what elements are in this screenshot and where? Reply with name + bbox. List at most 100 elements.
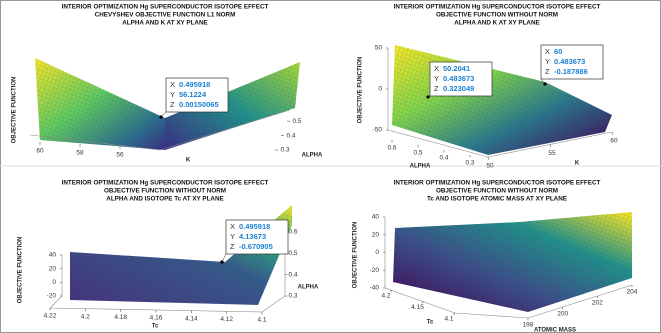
- z-axis-label: OBJECTIVE FUNCTION: [353, 222, 359, 289]
- y-tick-label: 0.4: [439, 155, 448, 162]
- datatip-point: [426, 95, 430, 99]
- x-axis-label: Tc: [152, 324, 159, 330]
- z-tick-label: -50: [373, 127, 383, 134]
- y-tick-label: 0.4: [286, 132, 295, 139]
- x-tick-label: 60: [610, 138, 618, 145]
- z-tick-label: 0: [52, 279, 56, 286]
- x-tick-label: 4.1: [257, 317, 266, 324]
- x-tick-label: 198: [523, 322, 534, 329]
- panel-title: OBJECTIVE FUNCTION WITHOUT NORM: [436, 188, 558, 195]
- y-tick-label: 0.4: [288, 271, 297, 278]
- x-tick-label: 55: [548, 150, 556, 157]
- datatip-axis: Y: [230, 232, 235, 241]
- datatip-value: 0.00150065: [179, 100, 219, 109]
- y-tick-label: 4.15: [411, 304, 424, 311]
- panel-title: ALPHA AND ISOTOPE Tc AT XY PLANE: [106, 196, 223, 203]
- x-axis-label: ATOMIC MASS: [534, 328, 576, 333]
- datatip-box: [429, 61, 493, 97]
- datatip-axis: Z: [434, 84, 439, 93]
- panel: INTERIOR OPTIMIZATION Hg SUPERCONDUCTOR …: [353, 180, 638, 333]
- z-axis-label: OBJECTIVE FUNCTION: [358, 57, 364, 124]
- y-axis-label: ALPHA: [298, 285, 319, 291]
- x-tick-label: 204: [627, 289, 638, 296]
- x-tick-label: 58: [76, 150, 84, 157]
- datatip-axis: Y: [434, 74, 439, 83]
- datatip-value: 56.1224: [179, 90, 207, 99]
- x-axis-label: K: [575, 161, 580, 167]
- x-tick-label: 4.2: [81, 313, 90, 320]
- datatip-value: -0.670905: [239, 242, 273, 251]
- x-tick-label: 56: [116, 152, 124, 159]
- y-tick-label: 0.3: [465, 160, 474, 167]
- x-tick-label: 4.22: [44, 313, 57, 320]
- datatip-value: 0.495918: [179, 80, 210, 89]
- panel-title: OBJECTIVE FUNCTION WITHOUT NORM: [104, 188, 226, 195]
- z-tick-label: 40: [49, 252, 57, 259]
- y-tick: [452, 312, 456, 316]
- datatip-axis: Z: [545, 67, 550, 76]
- z-tick-label: 40: [372, 214, 380, 221]
- panel-title: ALPHA AND K AT XY PLANE: [454, 20, 539, 27]
- panel-title: INTERIOR OPTIMIZATION Hg SUPERCONDUCTOR …: [394, 4, 601, 11]
- surface-4: [384, 212, 633, 319]
- datatip-value: 0.483673: [443, 74, 474, 83]
- panel-title: INTERIOR OPTIMIZATION Hg SUPERCONDUCTOR …: [62, 4, 269, 11]
- z-tick-label: 0: [378, 86, 382, 93]
- datatip-axis: Y: [170, 90, 175, 99]
- datatip-value: 0.483673: [554, 57, 585, 66]
- x-tick-label: 4.18: [114, 314, 127, 321]
- x-tick-label: 60: [36, 148, 44, 155]
- z-tick-label: -20: [47, 293, 57, 300]
- panel-title: CHEVYSHEV OBJECTIVE FUNCTION L1 NORM: [95, 12, 236, 19]
- x-tick: [611, 131, 613, 135]
- x-tick-label: 4.14: [185, 315, 198, 322]
- y-tick-label: 0.5: [292, 118, 301, 125]
- datatip-axis: X: [434, 64, 439, 73]
- y-tick-label: 0.6: [387, 145, 396, 152]
- datatip-box: [225, 219, 289, 255]
- y-tick: [421, 301, 424, 304]
- panel-title: INTERIOR OPTIMIZATION Hg SUPERCONDUCTOR …: [394, 180, 601, 187]
- y-tick-label: 0.5: [288, 250, 297, 257]
- datatip-value: 0.323049: [443, 84, 474, 93]
- y-axis-label: ALPHA: [410, 164, 431, 170]
- x-tick-label: 50: [486, 163, 494, 170]
- panel-title: INTERIOR OPTIMIZATION Hg SUPERCONDUCTOR …: [62, 180, 269, 187]
- x-tick-label: 200: [557, 311, 568, 318]
- y-tick-label: 4.2: [381, 293, 390, 300]
- datatip-box: [165, 77, 229, 113]
- datatip-value: 60: [554, 47, 562, 56]
- z-tick-label: -40: [370, 285, 380, 292]
- panel: INTERIOR OPTIMIZATION Hg SUPERCONDUCTOR …: [358, 4, 618, 170]
- z-axis-label: OBJECTIVE FUNCTION: [18, 237, 24, 304]
- y-tick: [389, 289, 393, 293]
- panel: INTERIOR OPTIMIZATION Hg SUPERCONDUCTOR …: [18, 180, 319, 330]
- x-axis-label: K: [186, 158, 191, 164]
- datatip-axis: X: [545, 47, 550, 56]
- x-tick-label: 202: [592, 300, 603, 307]
- x-tick: [549, 144, 551, 148]
- panel-title: OBJECTIVE FUNCTION WITHOUT NORM: [436, 12, 558, 19]
- z-tick-label: 20: [49, 265, 57, 272]
- y-tick-label: 0.3: [288, 293, 297, 300]
- y-tick-label: 4.1: [444, 316, 453, 323]
- x-tick-label: 4.16: [150, 315, 163, 322]
- y-axis-label: ALPHA: [302, 153, 323, 159]
- y-axis-label: Tc: [427, 320, 434, 326]
- z-tick-label: 20: [372, 231, 380, 238]
- datatip-point: [220, 260, 224, 264]
- panel: INTERIOR OPTIMIZATION Hg SUPERCONDUCTOR …: [12, 4, 323, 164]
- datatip-axis: X: [230, 222, 235, 231]
- datatip-axis: Z: [170, 100, 175, 109]
- z-tick-label: 0: [375, 249, 379, 256]
- y-tick-label: 0.5: [413, 150, 422, 157]
- datatip-axis: Y: [545, 57, 550, 66]
- surface-1: [29, 58, 300, 151]
- datatip-point: [159, 115, 163, 119]
- y-tick-label: 0.3: [280, 147, 289, 154]
- datatip-point: [543, 82, 547, 86]
- datatip-value: 50.2041: [443, 64, 470, 73]
- datatip-value: 4.13673: [239, 232, 266, 241]
- datatip-axis: X: [170, 80, 175, 89]
